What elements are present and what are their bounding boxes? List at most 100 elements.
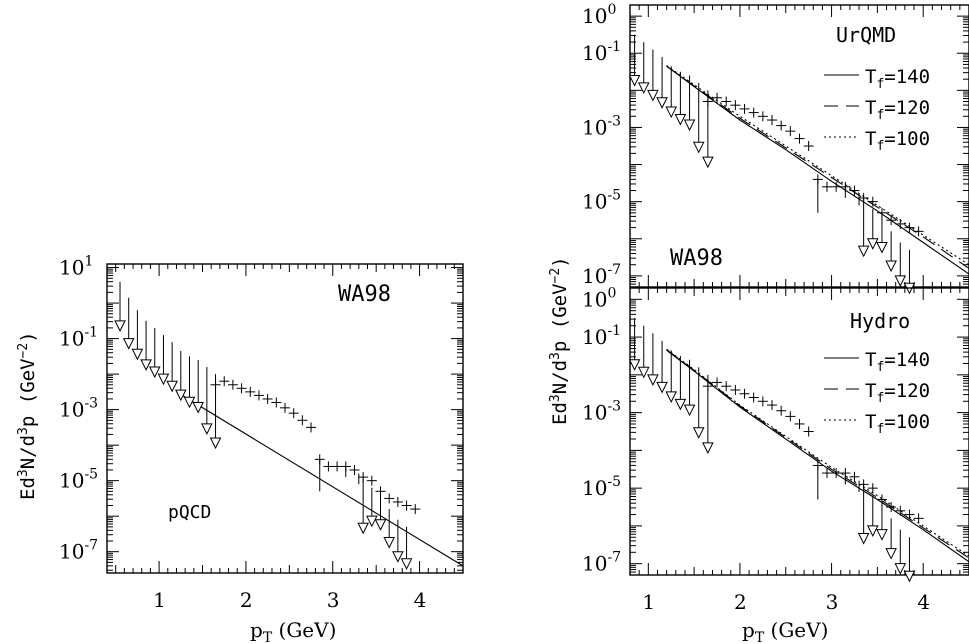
upper-limit-arrow: [367, 516, 377, 526]
legend-label-sub: f: [876, 108, 884, 123]
left-ylabel-part2: N/d: [17, 435, 39, 469]
upper-limit-arrow: [132, 349, 142, 359]
y-tick-label: 10-7: [59, 538, 98, 564]
y-tick-label-exp: 0: [607, 2, 616, 18]
right-top-model-label: UrQMD: [836, 23, 896, 47]
upper-limit-arrow: [877, 530, 887, 540]
x-tick-label: 2: [240, 588, 253, 612]
upper-limit-arrow: [639, 83, 649, 93]
y-tick-label: 10-5: [582, 188, 621, 214]
legend-label-base: T: [865, 349, 876, 371]
x-tick-label: 3: [826, 590, 839, 614]
legend-label: Tf=100: [865, 128, 930, 154]
y-tick-label: 10-3: [582, 113, 621, 139]
y-tick-label-exp: -3: [607, 399, 621, 415]
y-tick-label: 101: [59, 254, 93, 280]
upper-limit-arrow: [657, 382, 667, 392]
legend-label: Tf=140: [865, 349, 930, 375]
y-tick-label: 100: [582, 2, 616, 28]
y-tick-label-base: 10: [582, 552, 607, 576]
right-top-panel: 10010-110-310-510-7Tf=140Tf=120Tf=100: [582, 2, 969, 293]
legend-label: Tf=140: [865, 66, 930, 92]
upper-limit-arrow: [675, 399, 685, 409]
upper-limit-arrow: [124, 339, 134, 349]
legend-label-sub: f: [876, 422, 884, 437]
right-ylabel-close: ): [549, 256, 571, 267]
upper-limit-arrow: [657, 98, 667, 108]
y-tick-label-exp: -5: [607, 188, 621, 204]
legend-label-value: =120: [884, 97, 930, 119]
x-tick-label: 2: [734, 590, 747, 614]
upper-limit-arrow: [376, 520, 386, 530]
upper-limit-arrow: [630, 360, 640, 370]
upper-limit-arrow: [859, 533, 869, 543]
legend-label: Tf=100: [865, 411, 930, 437]
y-tick-label-exp: -1: [607, 323, 621, 339]
y-tick-label-base: 10: [582, 325, 607, 349]
legend-label-base: T: [865, 128, 876, 150]
y-tick-label: 10-7: [582, 550, 621, 576]
right-ylabel-exp1: 3: [548, 394, 563, 402]
upper-limit-arrow: [666, 107, 676, 117]
y-tick-label-base: 10: [59, 398, 84, 422]
upper-limit-arrow: [666, 392, 676, 402]
right-xlabel: pT (GeV): [742, 618, 828, 644]
y-tick-label: 10-1: [582, 323, 621, 349]
x-tick-label: 1: [642, 590, 655, 614]
right-ylabel-exp3: −2: [548, 268, 563, 284]
x-tick-label: 1: [153, 588, 166, 612]
upper-limit-arrow: [886, 261, 896, 271]
upper-limit-arrow: [358, 523, 368, 533]
y-tick-label-exp: -3: [607, 113, 621, 129]
right-top-title: WA98: [670, 246, 723, 271]
left-xlabel-base: p: [250, 618, 263, 642]
upper-limit-arrow: [868, 239, 878, 249]
y-tick-label-exp: -7: [607, 550, 621, 566]
upper-limit-arrow: [694, 142, 704, 152]
y-tick-label-base: 10: [582, 115, 607, 139]
upper-limit-arrow: [694, 428, 704, 438]
left-ylabel-close: ): [17, 331, 39, 342]
left-ylabel-exp3: −2: [16, 343, 31, 359]
y-tick-label-exp: -1: [84, 325, 98, 341]
right-ylabel-exp2: 3: [548, 352, 563, 360]
y-tick-label-base: 10: [582, 476, 607, 500]
y-tick-label-base: 10: [59, 469, 84, 493]
y-tick-label-base: 10: [59, 327, 84, 351]
y-tick-label-exp: -5: [84, 467, 98, 483]
upper-limit-arrow: [384, 537, 394, 547]
legend-label-sub: f: [876, 77, 884, 92]
y-tick-label: 10-1: [582, 39, 621, 65]
upper-limit-arrow: [675, 114, 685, 124]
left-ylabel-part1: Ed: [17, 477, 39, 500]
y-tick-label: 10-3: [582, 399, 621, 425]
y-tick-label: 10-5: [582, 474, 621, 500]
upper-limit-arrow: [685, 120, 695, 130]
y-tick-label: 10-7: [582, 262, 621, 288]
right-xlabel-base: p: [742, 618, 755, 642]
y-tick-label-base: 10: [59, 256, 84, 280]
y-tick-label-base: 10: [59, 540, 84, 564]
x-tick-label: 4: [414, 588, 427, 612]
left-xlabel-tail: (GeV): [272, 618, 336, 642]
upper-limit-arrow: [211, 438, 221, 448]
left-title: WA98: [338, 282, 391, 307]
legend-label-value: =140: [884, 66, 930, 88]
right-xlabel-tail: (GeV): [764, 618, 828, 642]
y-tick-label-base: 10: [582, 4, 607, 28]
right-ylabel-part2: N/d: [549, 360, 571, 394]
left-ylabel: Ed3N/d3p (GeV−2): [16, 331, 39, 500]
y-tick-label: 10-5: [59, 467, 98, 493]
legend-label-base: T: [865, 97, 876, 119]
y-tick-label-base: 10: [582, 41, 607, 65]
y-tick-label-exp: -7: [607, 262, 621, 278]
upper-limit-arrow: [703, 443, 713, 453]
upper-limit-arrow: [648, 375, 658, 385]
upper-limit-arrow: [895, 276, 905, 286]
legend-label-value: =120: [884, 380, 930, 402]
upper-limit-arrow: [150, 367, 160, 377]
legend-label-sub: f: [876, 139, 884, 154]
left-ylabel-exp2: 3: [16, 427, 31, 435]
